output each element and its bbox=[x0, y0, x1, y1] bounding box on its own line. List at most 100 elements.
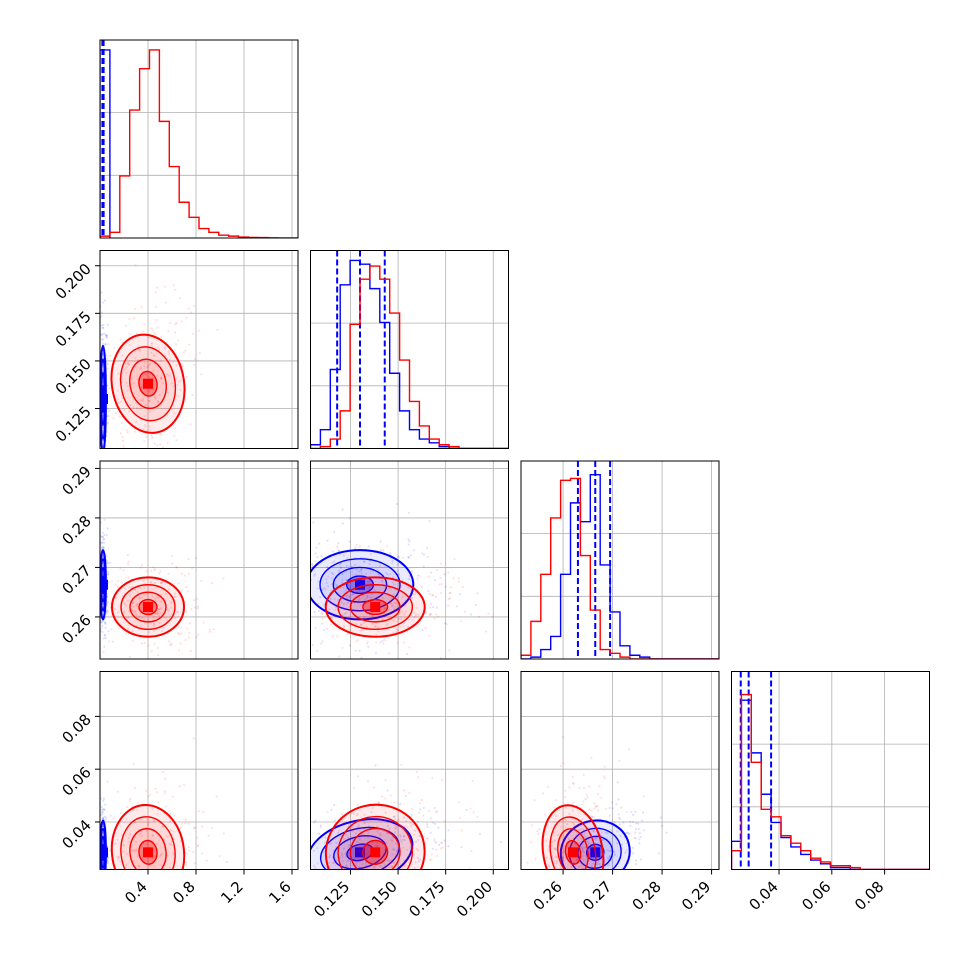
x-tick-label: 0.26 bbox=[530, 878, 566, 914]
density-peak bbox=[370, 602, 381, 613]
scatter-point bbox=[593, 881, 595, 883]
scatter-point bbox=[429, 831, 432, 835]
scatter-point bbox=[171, 600, 174, 603]
scatter-point bbox=[98, 462, 100, 464]
panel-frame bbox=[99, 671, 299, 870]
scatter-point bbox=[156, 909, 158, 911]
scatter-point bbox=[312, 882, 314, 884]
scatter-point bbox=[158, 608, 161, 611]
scatter-point bbox=[608, 854, 611, 858]
scatter-point bbox=[140, 624, 143, 627]
scatter-point bbox=[633, 836, 636, 840]
scatter-point bbox=[619, 849, 622, 853]
scatter-point bbox=[101, 879, 103, 881]
scatter-point bbox=[257, 590, 259, 592]
scatter-point bbox=[396, 849, 399, 852]
scatter-point bbox=[139, 407, 143, 410]
scatter-point bbox=[590, 815, 593, 818]
scatter-point bbox=[101, 883, 103, 885]
scatter-point bbox=[196, 605, 200, 608]
scatter-point bbox=[634, 837, 637, 840]
scatter-point bbox=[470, 613, 473, 616]
scatter-point bbox=[338, 553, 341, 556]
scatter-point bbox=[102, 323, 105, 327]
scatter-point bbox=[396, 819, 399, 823]
scatter-point bbox=[175, 566, 178, 569]
scatter-point bbox=[161, 825, 164, 828]
scatter-point bbox=[615, 803, 618, 806]
scatter-point bbox=[393, 815, 396, 818]
scatter-point bbox=[341, 573, 344, 576]
scatter-point bbox=[360, 568, 363, 571]
scatter-point bbox=[101, 870, 103, 872]
scatter-point bbox=[151, 834, 154, 837]
scatter-point bbox=[274, 617, 276, 619]
scatter-point bbox=[411, 618, 414, 621]
scatter-point bbox=[363, 813, 366, 816]
scatter-point bbox=[353, 892, 355, 894]
scatter-point bbox=[563, 933, 565, 935]
scatter-point bbox=[101, 876, 103, 878]
scatter-point bbox=[345, 864, 348, 867]
scatter-point bbox=[379, 661, 381, 663]
scatter-point bbox=[328, 883, 330, 885]
scatter-point bbox=[341, 522, 344, 525]
scatter-point bbox=[141, 330, 144, 333]
scatter-point bbox=[98, 624, 100, 626]
scatter-point bbox=[144, 425, 147, 428]
scatter-point bbox=[387, 872, 389, 874]
scatter-point bbox=[201, 825, 204, 828]
scatter-point bbox=[334, 583, 337, 586]
scatter-point bbox=[113, 347, 116, 350]
scatter-point bbox=[102, 546, 105, 550]
scatter-point bbox=[320, 947, 322, 949]
scatter-point bbox=[582, 879, 584, 881]
scatter-point bbox=[155, 879, 157, 881]
scatter-point bbox=[388, 600, 392, 603]
scatter-point bbox=[101, 663, 103, 665]
scatter-point bbox=[134, 307, 137, 311]
scatter-point bbox=[351, 871, 353, 873]
scatter-point bbox=[125, 818, 128, 821]
scatter-point bbox=[628, 833, 631, 836]
scatter-point bbox=[562, 856, 565, 859]
scatter-point bbox=[180, 572, 183, 575]
scatter-point bbox=[106, 452, 108, 454]
scatter-point bbox=[120, 870, 122, 872]
scatter-point bbox=[100, 450, 102, 452]
scatter-point bbox=[477, 615, 481, 619]
scatter-point bbox=[348, 644, 351, 647]
scatter-point bbox=[608, 855, 611, 858]
scatter-point bbox=[391, 576, 395, 579]
density-peak bbox=[143, 847, 153, 858]
scatter-point bbox=[348, 596, 351, 599]
scatter-point bbox=[553, 847, 557, 850]
scatter-point bbox=[268, 632, 270, 634]
scatter-point bbox=[123, 873, 125, 875]
scatter-point bbox=[102, 871, 104, 873]
scatter-point bbox=[578, 883, 580, 885]
y-tick-label: 0.27 bbox=[58, 562, 94, 598]
scatter-point bbox=[157, 875, 159, 877]
scatter-point bbox=[100, 489, 102, 491]
scatter-point bbox=[539, 882, 541, 884]
scatter-point bbox=[547, 914, 549, 916]
scatter-point bbox=[604, 777, 607, 780]
scatter-point bbox=[103, 518, 106, 522]
scatter-point bbox=[148, 630, 151, 634]
scatter-point bbox=[127, 836, 131, 840]
scatter-point bbox=[128, 799, 131, 802]
scatter-point bbox=[357, 639, 360, 642]
scatter-point bbox=[381, 870, 383, 872]
scatter-point bbox=[108, 906, 110, 908]
scatter-point bbox=[349, 878, 351, 880]
scatter-point bbox=[105, 335, 108, 338]
scatter-point bbox=[142, 579, 145, 583]
scatter-point bbox=[553, 839, 556, 842]
scatter-point bbox=[416, 574, 420, 577]
scatter-point bbox=[179, 826, 182, 829]
scatter-point bbox=[184, 818, 187, 821]
histogram-panel bbox=[731, 671, 930, 870]
scatter-point bbox=[163, 285, 167, 288]
scatter-point bbox=[343, 625, 346, 628]
